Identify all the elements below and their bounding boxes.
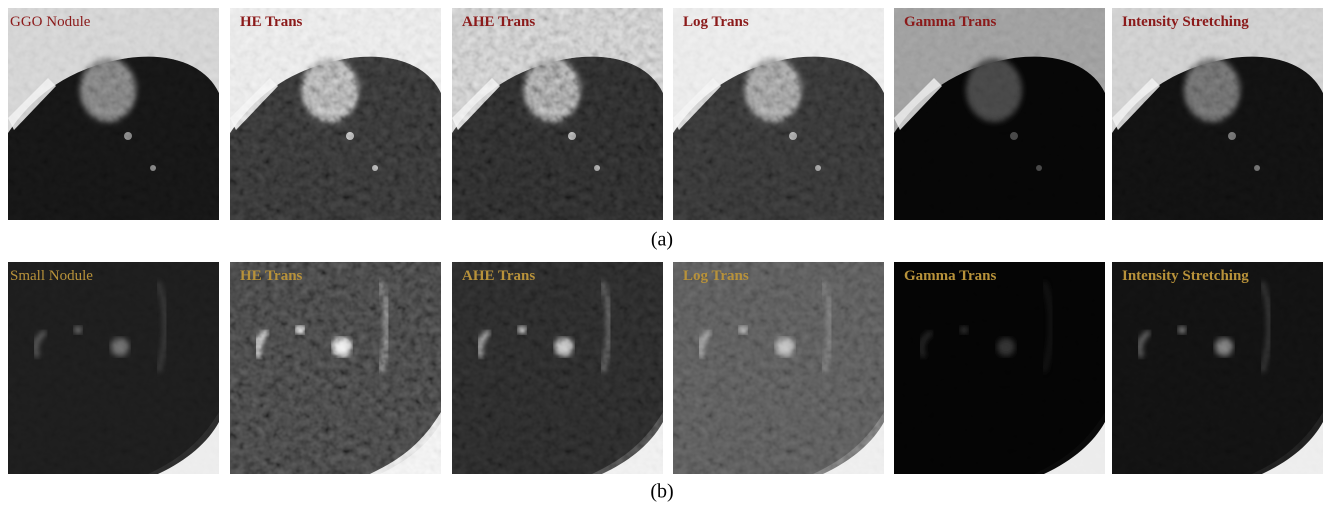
panel-label: HE Trans [240, 14, 303, 30]
panel-label: Intensity Stretching [1122, 14, 1249, 30]
ct-image: Small Nodule [8, 262, 219, 474]
panel-label: AHE Trans [462, 268, 535, 284]
panel-label: HE Trans [240, 268, 303, 284]
panel-label: Intensity Stretching [1122, 268, 1249, 284]
image-noise [452, 8, 663, 220]
image-noise [230, 8, 441, 220]
panel-label: Small Nodule [10, 268, 93, 284]
image-noise [894, 8, 1105, 220]
panel-label: AHE Trans [462, 14, 535, 30]
ct-image: Gamma Trans [894, 8, 1105, 220]
ct-image: Log Trans [673, 262, 884, 474]
ct-image: Intensity Stretching [1112, 262, 1323, 474]
image-noise [894, 262, 1105, 474]
ct-image: AHE Trans [452, 262, 663, 474]
ct-image: Intensity Stretching [1112, 8, 1323, 220]
ct-image: AHE Trans [452, 8, 663, 220]
ct-image: HE Trans [230, 8, 441, 220]
image-noise [673, 262, 884, 474]
image-noise [1112, 262, 1323, 474]
row-caption: (a) [651, 229, 673, 251]
image-noise [452, 262, 663, 474]
panel-label: Log Trans [683, 14, 749, 30]
panel-label: Gamma Trans [904, 268, 997, 284]
image-noise [1112, 8, 1323, 220]
ct-image: Log Trans [673, 8, 884, 220]
page: (a) (b) GGO Nodule HE Trans AHE Trans Log T… [0, 0, 1325, 511]
figure: (a) (b) GGO Nodule HE Trans AHE Trans Log T… [0, 0, 1325, 511]
panel-label: Log Trans [683, 268, 749, 284]
row-caption: (b) [650, 481, 673, 503]
image-noise [8, 262, 219, 474]
image-noise [8, 8, 219, 220]
image-noise [673, 8, 884, 220]
panel-label: Gamma Trans [904, 14, 997, 30]
panel-label: GGO Nodule [10, 14, 91, 30]
ct-image: HE Trans [230, 262, 441, 474]
image-noise [230, 262, 441, 474]
ct-image: Gamma Trans [894, 262, 1105, 474]
ct-image: GGO Nodule [8, 8, 219, 220]
